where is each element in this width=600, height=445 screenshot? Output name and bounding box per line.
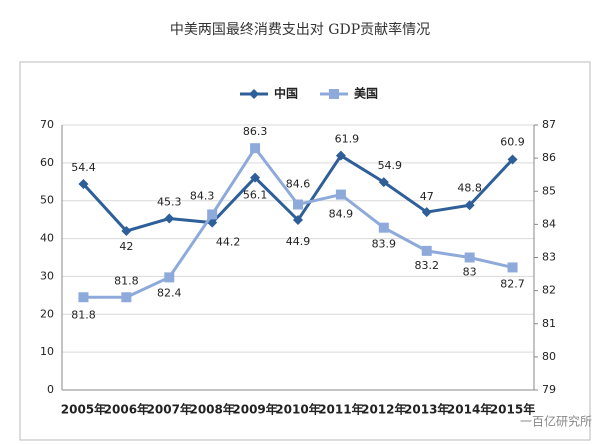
y-tick-label: 30 (40, 269, 54, 282)
point (121, 292, 132, 303)
x-tick-label: 2009年 (232, 402, 277, 417)
point (164, 272, 175, 283)
point (335, 150, 346, 161)
x-tick-label: 2006年 (104, 402, 149, 417)
x-tick-label: 2008年 (189, 402, 234, 417)
data-label: 84.9 (329, 208, 354, 221)
legend-label: 美国 (354, 86, 378, 101)
chart-title: 中美两国最终消费支出对 GDP贡献率情况 (170, 21, 430, 38)
x-tick-label: 2015年 (490, 402, 535, 417)
y2-tick-label: 87 (542, 118, 556, 131)
data-label: 83.9 (372, 238, 397, 251)
point (164, 213, 175, 224)
point (335, 189, 346, 200)
point (464, 200, 475, 211)
data-label: 42 (119, 240, 133, 253)
data-label: 54.9 (378, 159, 403, 172)
point (507, 262, 518, 273)
x-tick-label: 2014年 (447, 402, 492, 417)
data-label: 60.9 (500, 135, 525, 148)
point (78, 179, 89, 190)
data-label: 83 (463, 266, 477, 279)
point (207, 209, 218, 220)
data-label: 84.6 (286, 178, 311, 191)
point (421, 245, 432, 256)
point (464, 252, 475, 263)
y2-tick-label: 83 (542, 251, 556, 264)
y-tick-label: 70 (40, 118, 54, 131)
data-label: 44.9 (286, 235, 311, 248)
y2-tick-label: 85 (542, 184, 556, 197)
y2-tick-label: 81 (542, 317, 556, 330)
y2-tick-label: 84 (542, 217, 556, 230)
x-tick-label: 2012年 (361, 402, 406, 417)
point (250, 172, 261, 183)
point (378, 177, 389, 188)
y2-tick-label: 82 (542, 284, 556, 297)
data-label: 56.1 (243, 189, 268, 202)
data-label: 54.4 (71, 161, 96, 174)
data-label: 82.7 (500, 277, 525, 290)
data-label: 48.8 (457, 181, 482, 194)
y-tick-label: 50 (40, 194, 54, 207)
point (421, 207, 432, 218)
x-tick-label: 2013年 (404, 402, 449, 417)
x-tick-label: 2010年 (275, 402, 320, 417)
x-tick-label: 2007年 (147, 402, 192, 417)
data-label: 81.8 (71, 308, 96, 321)
point (121, 226, 132, 236)
data-label: 45.3 (157, 196, 182, 209)
y-tick-label: 10 (40, 345, 54, 358)
data-label: 44.2 (216, 236, 241, 249)
data-label: 47 (420, 190, 434, 203)
legend-label: 中国 (274, 86, 298, 101)
data-label: 83.2 (414, 259, 439, 272)
point (78, 292, 89, 303)
point (293, 199, 303, 210)
point (249, 89, 259, 99)
data-label: 84.3 (190, 189, 215, 202)
point (329, 89, 339, 99)
y2-tick-label: 80 (542, 350, 556, 363)
point (250, 143, 261, 154)
point (507, 154, 518, 165)
y-tick-label: 60 (40, 156, 54, 169)
x-tick-label: 2005年 (61, 402, 106, 417)
data-label: 82.4 (157, 286, 182, 299)
y-tick-label: 20 (40, 307, 54, 320)
data-label: 81.8 (114, 274, 139, 287)
x-tick-label: 2011年 (318, 402, 363, 417)
watermark: 一百亿研究所 (520, 414, 592, 429)
y2-tick-label: 86 (542, 151, 556, 164)
data-label: 61.9 (335, 133, 360, 146)
y-tick-label: 0 (47, 383, 54, 396)
data-label: 86.3 (243, 125, 268, 138)
y-tick-label: 40 (40, 232, 54, 245)
chart-frame (19, 61, 591, 441)
point (293, 215, 303, 226)
y2-tick-label: 79 (542, 383, 556, 396)
point (378, 222, 389, 233)
